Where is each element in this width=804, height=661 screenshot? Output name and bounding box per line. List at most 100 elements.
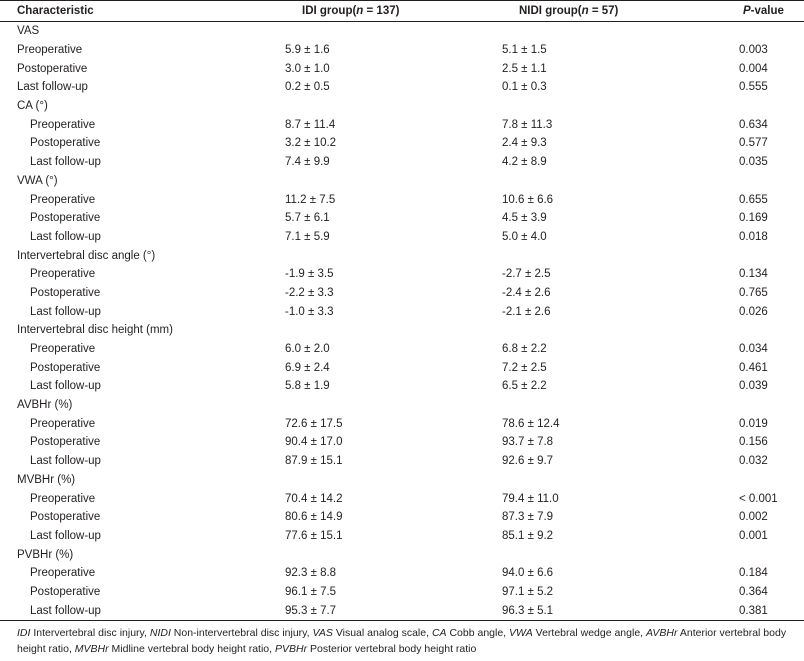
row-label: Preoperative [30,193,96,206]
table-row: Postoperative 6.9 ± 2.4 7.2 ± 2.5 0.461 [0,358,804,377]
nidi-value: 0.1 ± 0.3 [502,81,547,94]
empty-cell [739,246,804,265]
row-label: Last follow-up [30,156,101,169]
table-row: Preoperative 5.9 ± 1.6 5.1 ± 1.5 0.003 [0,41,804,60]
row-label: Preoperative [30,118,96,131]
empty-cell [739,545,804,564]
nidi-value: 5.1 ± 1.5 [502,44,547,57]
p-value: 0.577 [739,137,768,150]
p-value: 0.039 [739,380,768,393]
empty-cell [285,321,502,340]
p-value: 0.035 [739,156,768,169]
p-value: 0.004 [739,62,768,75]
table-group-row: Intervertebral disc height (mm) [0,321,804,340]
table-group-row: Intervertebral disc angle (°) [0,246,804,265]
idi-value: 80.6 ± 14.9 [285,511,343,524]
footnote-abbreviation: PVBHr [274,643,308,655]
nidi-value: 2.5 ± 1.1 [502,62,547,75]
idi-value: 87.9 ± 15.1 [285,455,343,468]
p-value: < 0.001 [739,492,778,505]
group-label: VWA (°) [17,174,58,187]
table-row: Preoperative 8.7 ± 11.4 7.8 ± 11.3 0.634 [0,115,804,134]
p-value: 0.169 [739,212,768,225]
row-label: Postoperative [30,212,101,225]
table-header-row: Characteristic IDI group(n = 137) NIDI g… [0,0,804,22]
nidi-value: 4.2 ± 8.9 [502,156,547,169]
table-row: Last follow-up 5.8 ± 1.9 6.5 ± 2.2 0.039 [0,377,804,396]
table-row: Postoperative 3.0 ± 1.0 2.5 ± 1.1 0.004 [0,59,804,78]
p-value: 0.381 [739,601,804,622]
idi-value: 96.1 ± 7.5 [285,585,337,598]
table-footnote: IDI Intervertebral disc injury, NIDI Non… [0,621,804,657]
table-group-row: VWA (°) [0,172,804,191]
row-label: Preoperative [30,417,96,430]
empty-cell [285,172,502,191]
header-characteristic: Characteristic [0,0,285,22]
p-value: 0.184 [739,567,768,580]
table-row: Last follow-up 7.1 ± 5.9 5.0 ± 4.0 0.018 [0,228,804,247]
table-row: Preoperative 92.3 ± 8.8 94.0 ± 6.6 0.184 [0,564,804,583]
p-value: 0.555 [739,81,768,94]
p-value: 0.034 [739,343,768,356]
nidi-value: 7.2 ± 2.5 [502,361,547,374]
footnote-definition: Non-intervertebral disc injury, [170,627,313,639]
p-value: 0.655 [739,193,768,206]
table-row: Last follow-up 87.9 ± 15.1 92.6 ± 9.7 0.032 [0,452,804,471]
row-label: Postoperative [30,585,101,598]
row-label: Postoperative [30,361,101,374]
group-label: VAS [17,25,40,38]
group-label: Intervertebral disc angle (°) [17,249,156,262]
idi-value: 3.0 ± 1.0 [285,62,330,75]
table-row: Last follow-up 77.6 ± 15.1 85.1 ± 9.2 0.001 [0,527,804,546]
footnote-definition: Midline vertebral body height ratio, [108,643,275,655]
table-row: Last follow-up 0.2 ± 0.5 0.1 ± 0.3 0.555 [0,78,804,97]
group-label: Intervertebral disc height (mm) [17,324,173,337]
row-label: Postoperative [30,436,101,449]
nidi-value: 10.6 ± 6.6 [502,193,554,206]
row-label: Preoperative [30,567,96,580]
empty-cell [739,97,804,116]
idi-value: -1.9 ± 3.5 [285,268,334,281]
empty-cell [739,22,804,41]
table-row: Postoperative 96.1 ± 7.5 97.1 ± 5.2 0.364 [0,583,804,602]
table-row: Postoperative 5.7 ± 6.1 4.5 ± 3.9 0.169 [0,209,804,228]
nidi-value: 6.5 ± 2.2 [502,380,547,393]
p-value: 0.364 [739,585,768,598]
idi-value: -2.2 ± 3.3 [285,286,334,299]
empty-cell [739,321,804,340]
table-row: Last follow-up 95.3 ± 7.7 96.3 ± 5.1 0.381 [0,601,804,622]
idi-value: 90.4 ± 17.0 [285,436,343,449]
group-label: CA (°) [17,100,48,113]
group-label: MVBHr (%) [17,473,76,486]
header-p-value: P-value [739,0,804,22]
empty-cell [285,471,502,490]
row-label: Postoperative [17,62,88,75]
idi-value: 0.2 ± 0.5 [285,81,330,94]
p-value: 0.032 [739,455,768,468]
table-group-row: CA (°) [0,97,804,116]
empty-cell [502,321,739,340]
table-group-row: PVBHr (%) [0,545,804,564]
nidi-value: 6.8 ± 2.2 [502,343,547,356]
empty-cell [502,22,739,41]
idi-value: 5.8 ± 1.9 [285,380,330,393]
table-row: Postoperative 3.2 ± 10.2 2.4 ± 9.3 0.577 [0,134,804,153]
footnote-abbreviation: IDI [17,627,31,639]
row-label: Last follow-up [30,455,101,468]
row-label: Preoperative [30,492,96,505]
idi-value: 92.3 ± 8.8 [285,567,337,580]
table-row: Last follow-up -1.0 ± 3.3 -2.1 ± 2.6 0.026 [0,302,804,321]
nidi-value: 97.1 ± 5.2 [502,585,554,598]
p-value: 0.019 [739,417,768,430]
idi-value: 72.6 ± 17.5 [285,417,343,430]
row-label: Last follow-up [17,81,88,94]
footnote-abbreviation: VWA [509,627,533,639]
empty-cell [502,97,739,116]
row-label: Preoperative [17,44,83,57]
p-value: 0.002 [739,511,768,524]
nidi-value: 2.4 ± 9.3 [502,137,547,150]
table-group-row: AVBHr (%) [0,396,804,415]
row-label: Last follow-up [30,230,101,243]
nidi-value: 87.3 ± 7.9 [502,511,554,524]
